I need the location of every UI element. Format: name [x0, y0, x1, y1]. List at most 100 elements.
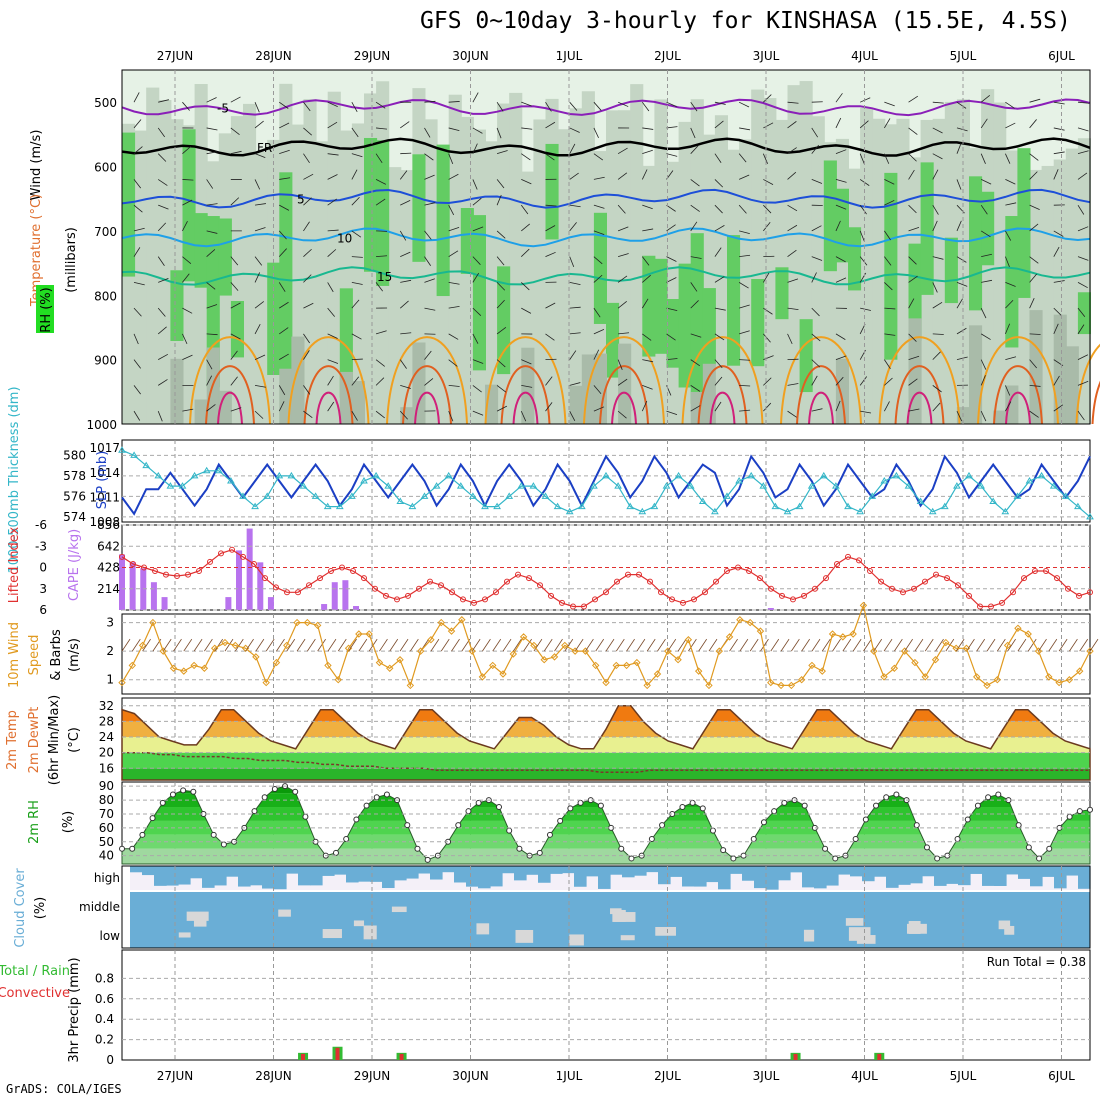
- lifted-point: [1076, 592, 1082, 599]
- cloud-high-bar: [1018, 866, 1031, 879]
- wind-barb: [569, 101, 578, 111]
- wind-barb: [182, 179, 194, 181]
- wind-barb: [303, 410, 313, 418]
- wind-barb: [158, 99, 170, 103]
- wind-barb: [835, 220, 841, 232]
- lifted-point: [713, 578, 719, 585]
- cloud-gap: [322, 929, 342, 939]
- cloud-high-bar: [802, 866, 815, 888]
- wind-point: [859, 601, 868, 610]
- wind-barb: [835, 149, 847, 155]
- lifted-point: [779, 592, 785, 599]
- lifted-point: [416, 585, 422, 592]
- wind-barb-10m: [873, 638, 883, 652]
- cloud-high-bar: [310, 866, 323, 886]
- wind-barb: [642, 127, 654, 130]
- wind-barb-10m: [255, 638, 265, 652]
- date-label-top: 2JUL: [654, 49, 681, 63]
- isotherm-arch-35: [414, 391, 440, 425]
- wind-barb: [206, 151, 218, 155]
- cloud-high-bar: [202, 866, 215, 888]
- wind-barb: [690, 221, 698, 232]
- wind-point: [324, 661, 332, 670]
- wind-barb: [496, 299, 505, 309]
- isotherm-arch-25: [484, 336, 567, 425]
- date-label-top: 30JUN: [452, 49, 489, 63]
- wind-barb: [545, 225, 556, 232]
- wind-barb: [1005, 202, 1017, 206]
- wind-barb: [787, 333, 793, 345]
- wind-barb-10m: [842, 638, 852, 652]
- lifted-point: [482, 596, 488, 603]
- temp-band: [122, 752, 1090, 769]
- rh-point: [923, 844, 930, 851]
- cloud-middle-low: [130, 892, 1090, 948]
- wind-barb: [1005, 101, 1015, 109]
- cloud-high-bar: [394, 866, 407, 881]
- wind-barb: [521, 282, 530, 291]
- wind-point: [509, 650, 518, 658]
- rh-band-mid: [739, 139, 753, 425]
- wind-point: [921, 673, 929, 681]
- cape-bar: [119, 554, 125, 610]
- wind-barb: [980, 118, 988, 129]
- wind-barb: [424, 202, 436, 206]
- temp-band: [122, 705, 1090, 722]
- wind-barb: [617, 301, 627, 309]
- wind-barb: [763, 307, 773, 315]
- rh-point: [383, 791, 390, 798]
- wind-barb: [666, 358, 678, 361]
- wind-barb: [400, 152, 412, 155]
- isotherm-arch-30: [402, 365, 452, 425]
- rh-point: [913, 822, 920, 829]
- wind-point: [416, 647, 425, 655]
- temp-band: [122, 768, 1090, 780]
- rh-band-mid: [255, 151, 269, 424]
- wind-point: [962, 644, 971, 652]
- wind-barb-10m: [976, 638, 986, 652]
- cloud-high-bar: [526, 866, 539, 875]
- wind-barb: [932, 169, 939, 180]
- rh-band-moist: [339, 288, 353, 398]
- wind-barb-10m: [1007, 638, 1016, 652]
- wind-point: [1086, 647, 1094, 655]
- rh-band-moist: [364, 137, 378, 272]
- rh-point: [1087, 806, 1093, 813]
- wind-barb: [908, 355, 920, 361]
- cape-tick: 856: [97, 518, 120, 532]
- lifted-point: [856, 557, 862, 564]
- cloud-high-bar: [454, 866, 467, 883]
- wind-barb-10m: [183, 638, 193, 652]
- cloud-high-bar: [166, 866, 179, 886]
- isotherm-arch-35: [611, 391, 637, 425]
- wind-barb-10m: [286, 638, 296, 652]
- cloud-high-bar: [706, 866, 719, 883]
- rh-band-moist: [848, 227, 862, 291]
- lifted-point: [350, 568, 356, 575]
- thickness-tick: 574: [63, 510, 86, 524]
- rh-point: [934, 855, 941, 862]
- wind-barb: [980, 153, 986, 164]
- wind-point: [427, 636, 435, 644]
- wind-point: [365, 630, 373, 638]
- wind-point: [890, 664, 899, 672]
- wind-point: [118, 678, 126, 687]
- wind-barb: [738, 174, 750, 180]
- rh-band-dry: [593, 353, 607, 424]
- wind-barb: [569, 172, 579, 180]
- wind-barb: [1053, 404, 1064, 412]
- lifted-point: [317, 575, 323, 582]
- wind-barb: [303, 127, 312, 136]
- wind-barb: [133, 204, 143, 213]
- cloud-high-bar: [274, 866, 287, 890]
- thickness-point: [1049, 482, 1058, 489]
- wind-barb: [1029, 204, 1040, 210]
- thickness-point: [965, 471, 973, 479]
- isotherm-label: -5: [217, 101, 229, 115]
- thickness-point: [795, 502, 804, 510]
- rh-point: [801, 802, 808, 809]
- cape-bar: [129, 562, 136, 610]
- cloud-high-bar: [442, 866, 455, 873]
- wind-barb: [714, 307, 726, 311]
- wind-point: [643, 681, 651, 690]
